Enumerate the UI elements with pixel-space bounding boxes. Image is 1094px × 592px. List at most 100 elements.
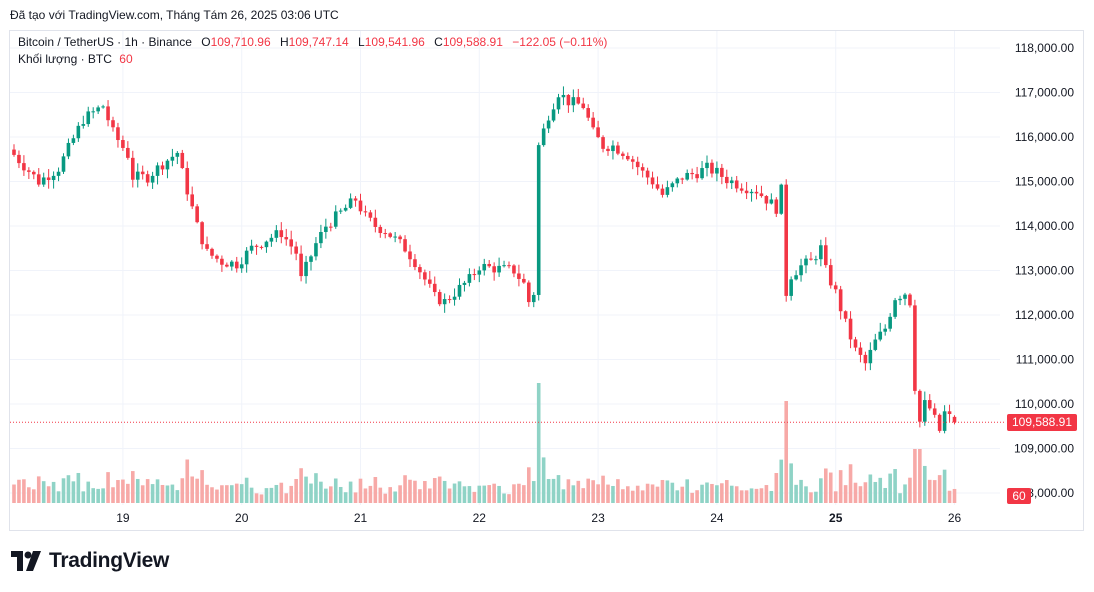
volume-bar — [12, 484, 16, 503]
candle-body — [878, 331, 883, 340]
volume-bar — [81, 491, 86, 503]
volume-bar — [180, 478, 185, 503]
candle-body — [685, 172, 689, 180]
volume-bar — [403, 475, 407, 503]
open-label: O — [201, 35, 211, 49]
volume-bar — [200, 470, 204, 503]
candle-body — [913, 305, 917, 391]
candle-body — [160, 165, 165, 170]
volume-bar — [903, 484, 907, 503]
volume-bar — [66, 475, 71, 503]
volume-label: Khối lượng · BTC — [18, 52, 112, 66]
candle-body — [121, 140, 125, 148]
volume-bar — [497, 485, 501, 503]
candle-body — [452, 296, 457, 300]
candle-body — [492, 266, 496, 273]
volume-bar — [621, 489, 625, 503]
candle-body — [116, 127, 120, 141]
price-axis-label: 112,000.00 — [1015, 308, 1074, 322]
candle-body — [230, 261, 234, 267]
volume-bar — [398, 485, 402, 503]
volume-bar — [289, 485, 293, 503]
candle-body — [650, 177, 655, 185]
candle-body — [408, 251, 412, 260]
volume-bar — [230, 485, 234, 503]
volume-bar — [140, 485, 145, 503]
volume-bar — [804, 486, 808, 503]
candle-body — [413, 259, 417, 268]
candle-body — [304, 261, 308, 277]
volume-bar — [527, 467, 531, 503]
candle-body — [586, 108, 590, 118]
candle-body — [665, 187, 670, 195]
candle-body — [923, 400, 927, 422]
candle-body — [239, 264, 244, 269]
candle-body — [710, 162, 714, 174]
volume-bar — [239, 484, 244, 503]
candle-body — [249, 245, 254, 251]
volume-bar — [833, 491, 838, 503]
volume-bar — [705, 482, 709, 503]
volume-bar — [591, 480, 595, 503]
volume-bar — [586, 478, 590, 503]
candle-body — [244, 250, 249, 265]
candle-body — [571, 97, 576, 106]
candle-body — [784, 184, 788, 296]
volume-bar — [635, 485, 640, 503]
candle-body — [457, 284, 462, 297]
candle-body — [378, 226, 383, 234]
candle-body — [324, 226, 328, 233]
time-axis-label: 26 — [948, 511, 962, 525]
candle-body — [739, 188, 744, 191]
candle-body — [428, 279, 432, 284]
chart-canvas[interactable]: 118,000.00 117,000.00 116,000.00 115,000.00… — [0, 0, 1094, 545]
candle-body — [393, 236, 397, 238]
close-value: 109,588.91 — [442, 35, 503, 49]
volume-bar — [96, 488, 100, 503]
candle-body — [828, 265, 833, 286]
volume-bar — [541, 457, 546, 503]
volume-tag: 60 — [1007, 488, 1031, 504]
volume-bar — [22, 479, 26, 503]
volume-bar — [329, 486, 333, 503]
volume-bar — [531, 481, 536, 503]
candle-body — [12, 149, 16, 155]
volume-bar — [437, 476, 442, 503]
volume-bar — [51, 481, 56, 503]
candle-body — [675, 178, 680, 184]
tradingview-logo[interactable]: TradingView — [11, 549, 169, 573]
volume-bar — [819, 478, 823, 503]
candle-body — [17, 154, 21, 164]
volume-bar — [121, 479, 125, 503]
close-label: C — [434, 35, 443, 49]
price-axis-label: 118,000.00 — [1015, 41, 1074, 55]
volume-bar — [616, 479, 620, 503]
candle-body — [135, 171, 140, 180]
candle-body — [873, 339, 878, 350]
volume-bar — [551, 478, 556, 503]
volume-bar — [36, 476, 41, 503]
candle-body — [294, 246, 298, 254]
candle-body — [442, 299, 447, 305]
candle-body — [309, 256, 313, 262]
volume-bar — [873, 481, 878, 503]
candle-body — [140, 171, 145, 175]
volume-bar — [432, 478, 437, 503]
candle-body — [794, 275, 798, 280]
volume-bar — [843, 485, 848, 503]
candle-body — [165, 160, 170, 170]
candle-body — [418, 267, 422, 273]
volume-bar — [165, 485, 170, 503]
time-axis-label: 20 — [235, 511, 249, 525]
volume-bar — [145, 479, 150, 503]
candle-body — [299, 253, 303, 277]
candle-body — [467, 274, 472, 283]
candle-body — [185, 168, 190, 195]
chart-frame[interactable] — [9, 30, 1084, 531]
candle-body — [932, 408, 937, 415]
volume-bar — [249, 487, 254, 503]
volume-bar — [769, 490, 774, 503]
volume-bar — [170, 484, 175, 503]
volume-bar — [492, 483, 496, 503]
price-axis-label: 115,000.00 — [1015, 175, 1074, 189]
